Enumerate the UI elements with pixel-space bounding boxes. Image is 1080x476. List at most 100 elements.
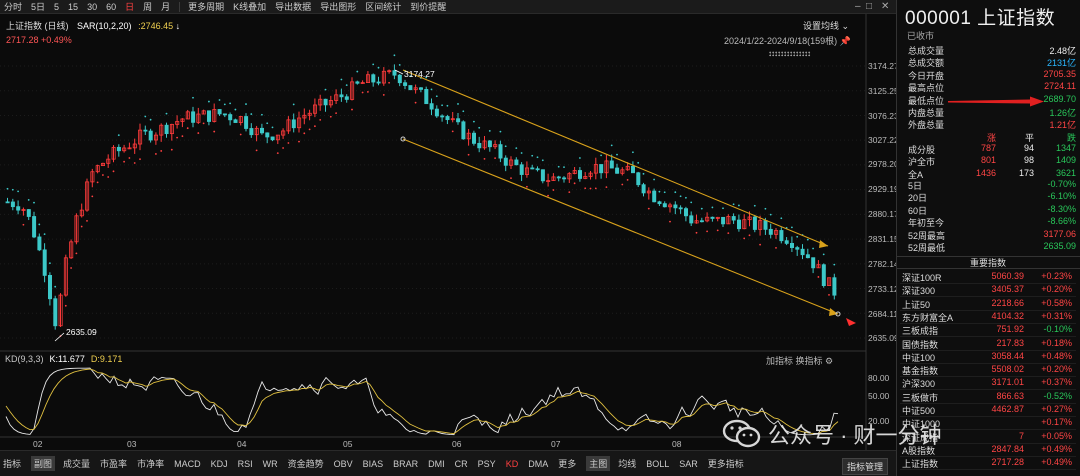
stat-label: 外盘总量 [908, 120, 945, 131]
sar-dot [552, 189, 555, 191]
tab-12[interactable]: BRAR [393, 458, 419, 469]
indicator-manage-button[interactable]: 指标管理 [841, 458, 888, 475]
period-item-1[interactable]: 5日 [31, 2, 46, 12]
index-row[interactable]: 中证500 4462.87 +0.27% [900, 404, 1076, 417]
tab-22[interactable]: SAR [679, 458, 698, 469]
tab-15[interactable]: PSY [477, 458, 496, 469]
period-item-8[interactable]: 月 [161, 2, 171, 12]
kd-controls-label[interactable]: 加指标 换指标 [766, 356, 823, 366]
tab-0[interactable]: 指标 [3, 459, 22, 469]
tab-5[interactable]: MACD [174, 458, 201, 469]
low-annotation: 2635.09 [66, 327, 97, 337]
period-item-14[interactable]: 到价提醒 [410, 2, 447, 12]
index-row[interactable]: 三板做市 866.63 -0.52% [900, 391, 1076, 404]
index-row[interactable]: 东方财富全A 4104.32 +0.31% [900, 311, 1076, 324]
period-item-9[interactable]: 更多周期 [188, 2, 225, 12]
sar-dot [139, 158, 141, 161]
index-change: +0.20% [1041, 284, 1072, 295]
candle-body [498, 144, 503, 159]
period-item-0[interactable]: 分时 [4, 2, 23, 12]
candle-body [164, 124, 169, 135]
tab-16[interactable]: KD [505, 458, 519, 469]
period-item-5[interactable]: 60 [106, 1, 117, 12]
index-row[interactable]: 基金指数 5508.02 +0.20% [900, 364, 1076, 378]
kline-chart[interactable]: 3174.27 2635.09 [0, 14, 896, 462]
period-item-11[interactable]: 导出数据 [275, 2, 312, 12]
tab-7[interactable]: RSI [237, 458, 253, 469]
sar-dot [117, 134, 120, 137]
index-row[interactable]: 上证指数 2717.28 +0.49% [900, 457, 1076, 471]
sar-dot [621, 183, 624, 186]
index-row[interactable]: A股指数 2847.84 +0.49% [900, 444, 1076, 457]
sar-dot [605, 186, 608, 189]
ma-settings-button[interactable]: 设置均线 ⌄ [803, 19, 849, 32]
sar-dot [600, 154, 602, 157]
index-name: 深证300 [902, 286, 936, 297]
period-item-13[interactable]: 区间统计 [365, 2, 402, 12]
period-item-10[interactable]: K线叠加 [233, 2, 267, 12]
period-item-12[interactable]: 导出图形 [320, 2, 357, 12]
kd-controls[interactable]: 加指标 换指标 ⚙ [766, 354, 833, 367]
index-row[interactable]: 三板成指 751.92 -0.10% [900, 324, 1076, 338]
tab-17[interactable]: DMA [528, 458, 549, 469]
pin-icon[interactable]: 📌 [839, 36, 851, 46]
index-row[interactable]: 深证成指 7 +0.05% [900, 431, 1076, 444]
period-item-7[interactable]: 周 [143, 2, 153, 12]
index-row[interactable]: 沪深300 3171.01 +0.37% [900, 377, 1076, 391]
tab-14[interactable]: CR [454, 458, 468, 469]
sar-dot [743, 237, 746, 240]
tab-11[interactable]: BIAS [362, 458, 384, 469]
period-item-3[interactable]: 15 [68, 1, 79, 12]
tab-9[interactable]: 资金趋势 [287, 459, 324, 469]
tab-13[interactable]: DMI [428, 458, 445, 469]
index-change: +0.48% [1041, 350, 1072, 361]
candle-body [763, 220, 768, 230]
sar-dot [711, 206, 714, 209]
sar-dot [393, 54, 396, 57]
candle-body [466, 132, 471, 140]
index-row[interactable]: 国债指数 217.83 +0.18% [900, 338, 1076, 351]
index-row[interactable]: 深证300 3405.37 +0.20% [900, 284, 1076, 298]
tab-3[interactable]: 市盈率 [100, 459, 128, 469]
period-item-4[interactable]: 30 [87, 1, 98, 12]
tab-6[interactable]: KDJ [210, 458, 228, 469]
candle-body [387, 70, 392, 73]
period-item-2[interactable]: 5 [54, 1, 60, 12]
sar-dot [223, 103, 226, 106]
price-tick: 2782.14 [868, 259, 899, 269]
period-toolbar: 分时 5日 5 15 30 60 日周月 更多周期 K线叠加 导出数据 导出图形 区间统计 到价提醒 [0, 0, 896, 14]
tab-8[interactable]: WR [262, 458, 278, 469]
tab-23[interactable]: 更多指标 [707, 459, 744, 469]
index-row[interactable]: 中证1000 +0.17% [900, 417, 1076, 431]
period-item-6[interactable]: 日 [125, 2, 135, 12]
sar-dot [303, 132, 306, 135]
tab-19[interactable]: 主图 [586, 456, 611, 471]
tab-20[interactable]: 均线 [618, 459, 637, 469]
maximize-icon[interactable]: □ [866, 1, 873, 12]
candle-body [63, 257, 68, 296]
index-row[interactable]: 中证100 3058.44 +0.48% [900, 351, 1076, 364]
scale-arrows[interactable]: ↕↕↕↕↕↕↕↕↕↕↕↕↕↕ [768, 49, 811, 58]
minimize-icon[interactable]: ‒ [855, 1, 861, 12]
perf-label: 52周最高 [908, 230, 946, 241]
sar-dot [149, 118, 152, 121]
tab-2[interactable]: 成交量 [63, 459, 91, 469]
sar-dot [753, 204, 756, 207]
perf-value: -8.30% [1047, 203, 1076, 214]
index-price: 751.92 [996, 324, 1024, 335]
sar-dot [27, 199, 30, 201]
sar-dot [679, 195, 682, 198]
sar-dot [49, 262, 51, 265]
index-row[interactable]: 上证50 2218.66 +0.58% [900, 298, 1076, 311]
settings-icon[interactable]: ⚙ [825, 356, 834, 366]
candle-body [514, 159, 519, 166]
tab-21[interactable]: BOLL [646, 458, 670, 469]
candle-body [694, 220, 699, 224]
tab-18[interactable]: 更多 [558, 459, 577, 469]
index-row[interactable]: 深证100R 5060.39 +0.23% [900, 271, 1076, 284]
candle-body [5, 201, 10, 204]
tab-4[interactable]: 市净率 [137, 459, 165, 469]
close-icon[interactable]: ✕ [881, 1, 890, 12]
tab-1[interactable]: 副图 [31, 456, 56, 471]
tab-10[interactable]: OBV [333, 458, 353, 469]
